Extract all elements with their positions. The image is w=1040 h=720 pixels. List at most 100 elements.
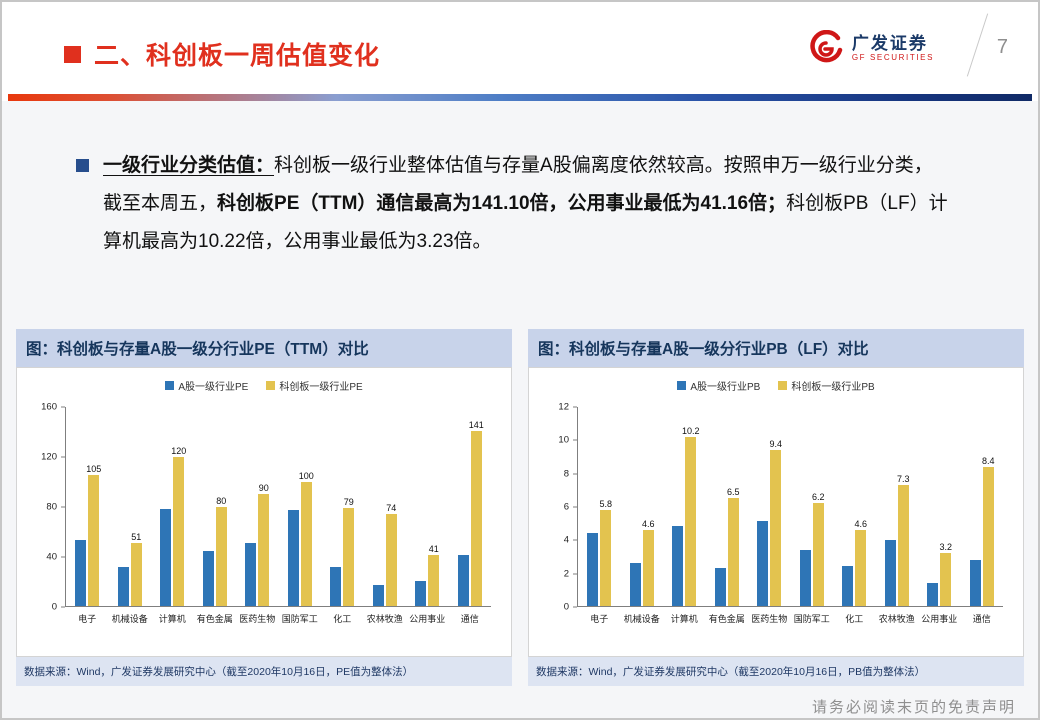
pb-chart-panel: 图：科创板与存量A股一级分行业PB（LF）对比 A股一级行业PB 科创板一级行业P… xyxy=(528,329,1024,686)
logo-subtitle: GF SECURITIES xyxy=(851,53,934,63)
plot-area: 5.8 电子 4.6 机械设备 10.2 计算机 6.5 有色金属 9.4 医药生物 6.2 国防军工… xyxy=(577,407,1003,624)
bar: 120 xyxy=(171,446,186,606)
bar: 51 xyxy=(130,532,142,606)
bar-value-label: 90 xyxy=(258,483,269,494)
bar-value-label: 41 xyxy=(428,544,439,555)
category-label: 通信 xyxy=(972,614,991,624)
bar xyxy=(927,582,939,606)
category-label: 农林牧渔 xyxy=(366,614,403,624)
category-label: 机械设备 xyxy=(111,614,148,624)
bar xyxy=(587,533,599,606)
legend-item: A股一级行业PB xyxy=(677,378,760,393)
bar xyxy=(245,542,257,606)
y-axis-tick-mark xyxy=(573,606,577,608)
legend-label: A股一级行业PB xyxy=(690,382,761,393)
bar xyxy=(884,539,896,606)
y-axis-tick-label: 0 xyxy=(51,601,57,613)
bar-group: 4.6 化工 xyxy=(842,407,868,624)
y-axis-tick-label: 12 xyxy=(558,401,569,413)
legend-label: 科创板一级行业PE xyxy=(279,382,363,393)
y-axis-tick-label: 0 xyxy=(563,601,569,613)
bar: 8.4 xyxy=(982,456,995,606)
bar: 4.6 xyxy=(642,519,655,606)
bar-group: 3.2 公用事业 xyxy=(921,407,957,624)
paragraph-lead: 一级行业分类估值： xyxy=(103,155,275,176)
y-axis-tick-label: 2 xyxy=(563,568,569,580)
title-row: 二、科创板一周估值变化 xyxy=(64,36,380,72)
category-label: 化工 xyxy=(845,614,864,624)
bar-value-label: 80 xyxy=(216,495,227,506)
y-axis-tick-label: 6 xyxy=(563,501,569,513)
category-label: 医药生物 xyxy=(751,614,788,624)
bar-value-label: 6.5 xyxy=(726,487,740,498)
bar xyxy=(330,567,342,606)
pe-chart: A股一级行业PE 科创板一级行业PE 0 40 80 120 160 105 电子 51 机械设备 1… xyxy=(16,367,512,657)
chart-legend: A股一级行业PE 科创板一级行业PE xyxy=(23,378,505,393)
bar-value-label: 79 xyxy=(343,496,354,507)
bar-value-label: 8.4 xyxy=(981,455,995,466)
bar-group: 4.6 机械设备 xyxy=(624,407,660,624)
bar: 80 xyxy=(215,496,227,606)
y-axis-tick-label: 10 xyxy=(558,434,569,446)
y-axis-tick-mark xyxy=(573,473,577,475)
bar-group: 79 化工 xyxy=(330,407,355,624)
bar xyxy=(117,567,129,606)
bar-value-label: 51 xyxy=(131,531,142,542)
bar-value-label: 10.2 xyxy=(681,425,700,436)
bar xyxy=(75,540,87,606)
category-label: 国防军工 xyxy=(281,614,318,624)
diagonal-divider xyxy=(966,13,989,77)
category-label: 电子 xyxy=(78,614,97,624)
legend-label: 科创板一级行业PB xyxy=(791,382,875,393)
summary-paragraph: 一级行业分类估值：科创板一级行业整体估值与存量A股偏离度依然较高。按照申万一级行… xyxy=(76,147,950,261)
bar: 5.8 xyxy=(599,499,612,606)
bar-group: 41 公用事业 xyxy=(409,407,445,624)
bar: 105 xyxy=(86,464,101,606)
bar: 7.3 xyxy=(897,474,910,606)
pe-chart-panel: 图：科创板与存量A股一级分行业PE（TTM）对比 A股一级行业PE 科创板一级行业… xyxy=(16,329,512,686)
paragraph-text-1: 科创板一级行业整体估值与存量A股偏离度依然较高。按照申万一级行业分类，截至本周五… xyxy=(103,155,933,214)
y-axis-tick-mark xyxy=(61,406,65,408)
bar xyxy=(714,567,726,606)
y-axis-tick-label: 80 xyxy=(46,501,57,513)
bar xyxy=(969,559,981,606)
plot-wrapper: 0 2 4 6 8 10 12 5.8 电子 4.6 机械设备 10.2 计算机 6.5 有色金属 9.4 医药… xyxy=(558,402,1003,624)
bar: 3.2 xyxy=(939,542,952,606)
slide-header: 二、科创板一周估值变化 广发证券 GF SECURITIES 7 xyxy=(2,2,1038,94)
category-label: 化工 xyxy=(333,614,352,624)
bar-group: 105 电子 xyxy=(75,407,101,624)
legend-swatch-icon xyxy=(677,381,687,390)
pe-chart-title: 图：科创板与存量A股一级分行业PE（TTM）对比 xyxy=(16,329,512,367)
y-axis-tick-mark xyxy=(61,606,65,608)
bar-value-label: 100 xyxy=(298,470,314,481)
category-label: 机械设备 xyxy=(623,614,660,624)
bar-group: 10.2 计算机 xyxy=(671,407,700,624)
category-label: 计算机 xyxy=(670,614,698,624)
category-label: 公用事业 xyxy=(409,614,446,624)
legend-swatch-icon xyxy=(165,381,175,390)
legend-label: A股一级行业PE xyxy=(178,382,249,393)
bar-value-label: 4.6 xyxy=(641,518,655,529)
y-axis-tick-mark xyxy=(573,439,577,441)
bar: 6.2 xyxy=(812,492,825,606)
slide-content: 一级行业分类估值：科创板一级行业整体估值与存量A股偏离度依然较高。按照申万一级行… xyxy=(2,101,1038,718)
chart-panels: 图：科创板与存量A股一级分行业PE（TTM）对比 A股一级行业PE 科创板一级行业… xyxy=(16,329,1024,686)
pb-chart-title: 图：科创板与存量A股一级分行业PB（LF）对比 xyxy=(528,329,1024,367)
bar-value-label: 4.6 xyxy=(854,518,868,529)
y-axis-tick-label: 160 xyxy=(41,401,57,413)
bar-group: 5.8 电子 xyxy=(587,407,612,624)
bar xyxy=(202,551,214,606)
y-axis-tick-mark xyxy=(61,456,65,458)
pe-chart-source: 数据来源：Wind，广发证券发展研究中心（截至2020年10月16日，PE值为整… xyxy=(16,657,512,686)
page-title: 二、科创板一周估值变化 xyxy=(94,42,381,70)
page-number: 7 xyxy=(996,36,1008,58)
y-axis-tick-label: 120 xyxy=(41,451,57,463)
y-axis-tick-mark xyxy=(573,539,577,541)
bar-value-label: 105 xyxy=(86,464,102,475)
bar xyxy=(629,562,641,606)
gf-logo-mark-icon xyxy=(810,30,843,63)
category-label: 有色金属 xyxy=(196,614,233,624)
bar: 90 xyxy=(258,483,270,606)
bar: 100 xyxy=(299,471,314,606)
